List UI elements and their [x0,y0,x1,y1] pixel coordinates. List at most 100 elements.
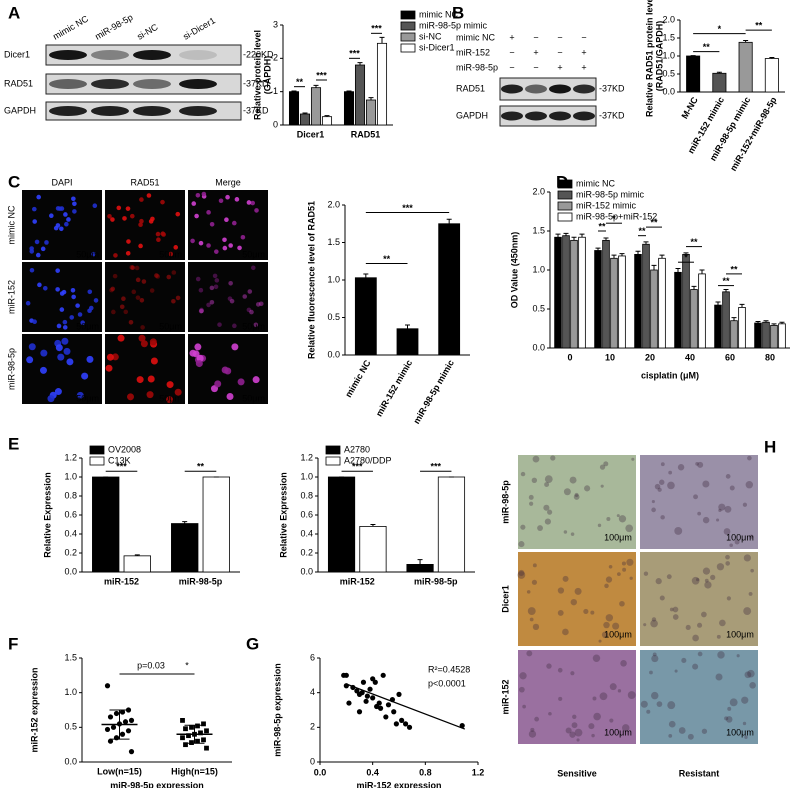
cell-dot [117,334,125,342]
cell-dot [146,391,154,399]
cell-dot [141,279,147,284]
y-axis-label: (GAPDH) [262,56,272,95]
tissue-dot [526,590,531,594]
cell-dot [136,376,144,384]
cell-dot [214,278,220,283]
point [107,714,114,720]
y-tick-label: 0.0 [64,566,77,576]
cell-dot [240,234,246,240]
cell-dot [106,353,114,361]
condition-mark: − [557,47,562,57]
cell-dot [231,343,239,351]
condition-mark: + [581,62,586,72]
blot-band [179,50,217,60]
y-tick-label: 4 [310,687,315,697]
scale-label: 100μm [726,629,754,639]
error-bar [579,233,585,238]
x-tick-label: 60 [725,352,735,362]
x-tick-label: miR-152+miR-98-5p [728,95,779,173]
tissue-dot [550,455,556,461]
x-tick-label: High(n=15) [171,766,218,776]
tissue-dot [532,455,540,463]
significance-label: ** [755,20,763,30]
error-bar [302,112,308,114]
tissue-dot [622,567,627,572]
blot-size-label: -37KD [599,83,625,93]
legend-swatch [557,190,573,200]
cell-dot [42,285,48,291]
x-tick-label: 40 [685,352,695,362]
tissue-dot [605,576,613,583]
cell-dot [218,198,224,204]
y-axis-label: Relative RAD51 protein level [644,0,654,117]
tissue-dot [598,639,602,643]
y-tick-label: 0.4 [64,528,77,538]
bar [171,523,199,573]
error-bar [595,247,601,251]
cell-dot [155,231,161,237]
cell-dot [258,301,264,307]
y-tick-label: 0.0 [532,342,545,352]
tissue-dot [569,731,576,738]
tissue-dot [716,634,721,639]
tissue-dot [716,563,725,571]
bar [554,236,562,349]
cell-dot [237,378,245,386]
bar [770,324,778,349]
cell-dot [199,307,204,313]
tissue-dot [565,727,572,734]
y-tick-label: 1.0 [662,50,675,60]
cell-dot [57,206,63,211]
tissue-dot [519,686,525,693]
cell-dot [130,213,135,219]
tissue-dot [742,721,747,726]
tissue-dot [677,464,685,471]
legend-swatch [400,32,416,42]
legend-swatch [400,21,416,31]
bar [437,476,466,573]
bar [674,271,682,349]
tissue-dot [629,576,633,580]
tissue-dot [695,462,699,466]
micrograph [640,552,758,646]
point [125,728,132,734]
cell-dot [127,393,135,401]
cell-dot [57,353,65,361]
scale-label: 100μm [604,629,632,639]
condition-mark: − [509,47,514,57]
y-tick-label: 1.0 [327,274,340,284]
error-bar [555,233,561,238]
point [189,724,194,730]
cell-dot [32,219,37,224]
x-tick-label: Dicer1 [297,129,325,139]
tissue-dot [531,477,538,483]
point [119,709,126,715]
panel-label: F [8,634,18,653]
error-bar [743,40,749,43]
y-tick-label: 0.5 [662,68,675,78]
cell-dot [254,208,259,213]
tissue-dot [574,728,583,737]
tissue-dot [672,606,679,613]
tissue-dot [572,714,577,719]
bar [578,236,586,349]
point [343,683,349,689]
tissue-dot [562,628,569,636]
x-tick-label: 0 [567,352,572,362]
significance-label: ** [722,276,730,286]
cell-dot [130,265,136,271]
error-bar [571,236,577,241]
column-label: RAD51 [130,177,159,187]
blot-band [49,79,87,89]
point [406,724,413,730]
point [113,710,120,717]
cell-dot [40,349,48,357]
cell-dot [123,309,129,315]
cell-dot [150,357,158,365]
annotation: p<0.0001 [428,678,466,688]
tissue-dot [685,624,691,631]
y-tick-label: 0.0 [662,86,675,96]
cell-dot [253,322,259,328]
error-bar [182,521,188,524]
y-tick-label: 0 [273,119,278,129]
